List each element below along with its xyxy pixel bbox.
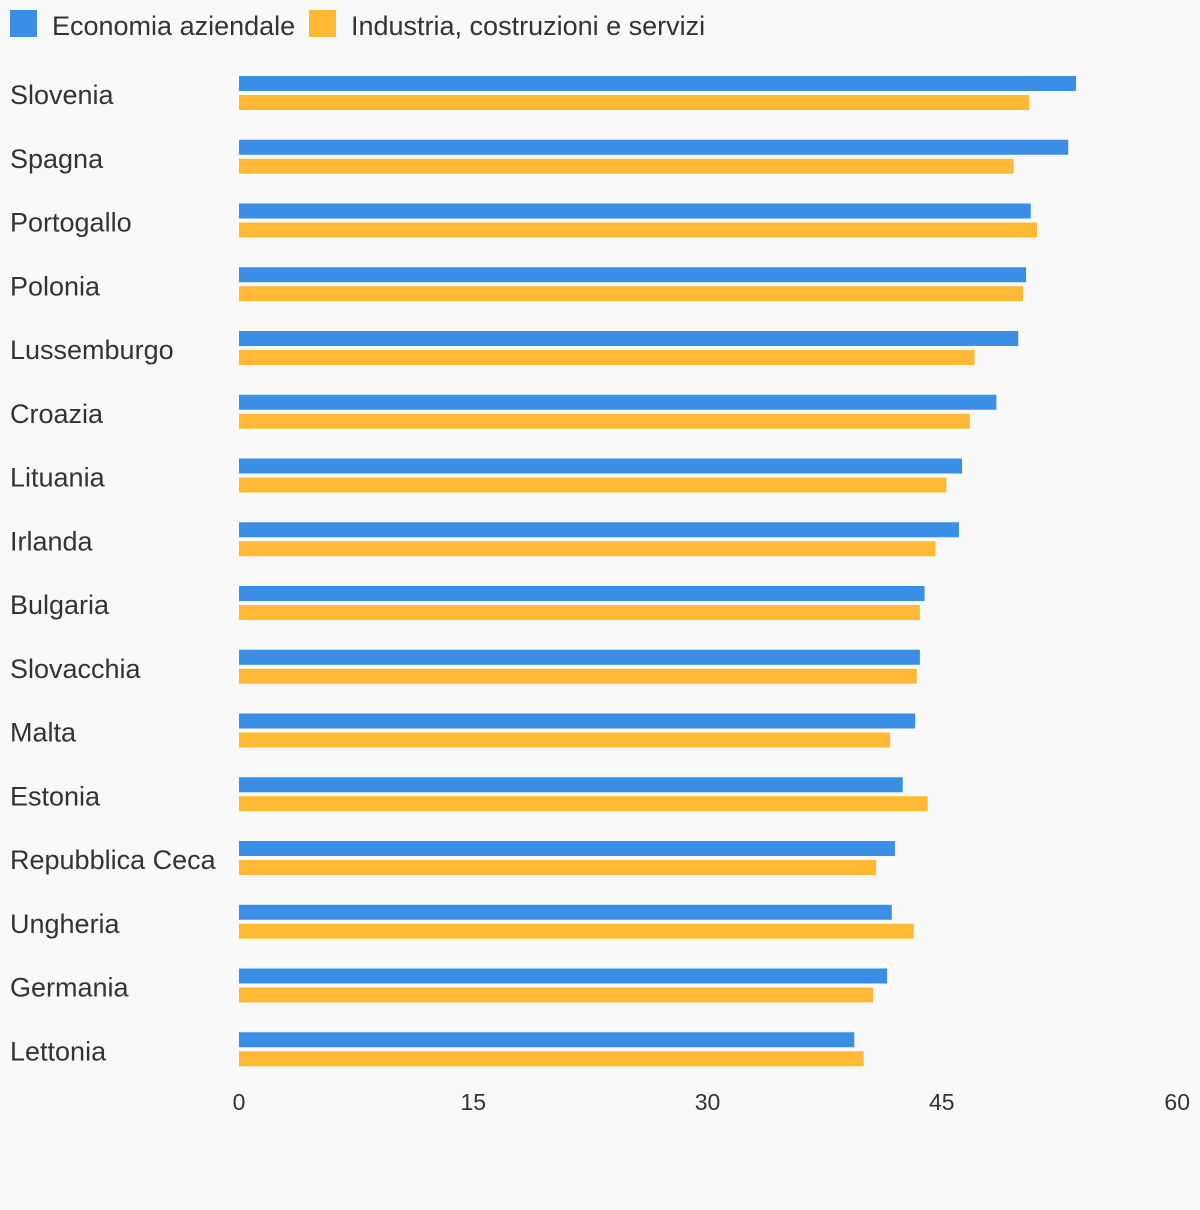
legend-swatch-0 <box>10 10 37 37</box>
bar-industria-costruzioni-servizi <box>239 95 1030 110</box>
x-axis-ticks: 0 15 30 45 60 <box>233 1089 1190 1115</box>
x-tick-label: 30 <box>695 1089 721 1115</box>
category-label: Malta <box>10 718 77 748</box>
bar-industria-costruzioni-servizi <box>239 860 877 875</box>
x-tick-label: 45 <box>929 1089 955 1115</box>
category-label: Polonia <box>10 271 101 301</box>
x-tick-label: 60 <box>1164 1089 1190 1115</box>
bar-economia-aziendale <box>239 139 1069 155</box>
bar-economia-aziendale <box>239 649 920 665</box>
bar-economia-aziendale <box>239 394 997 410</box>
bar-industria-costruzioni-servizi <box>239 222 1038 238</box>
legend-label-1: Industria, costruzioni e servizi <box>351 11 705 41</box>
bar-economia-aziendale <box>239 1032 855 1048</box>
bar-economia-aziendale <box>239 968 888 984</box>
category-label: Irlanda <box>10 526 94 556</box>
bar-industria-costruzioni-servizi <box>239 541 936 557</box>
category-label: Slovacchia <box>10 654 142 684</box>
bar-economia-aziendale <box>239 522 959 538</box>
bar-economia-aziendale <box>239 777 903 793</box>
legend-label-0: Economia aziendale <box>52 11 295 41</box>
bar-industria-costruzioni-servizi <box>239 732 891 748</box>
bar-economia-aziendale <box>239 76 1077 91</box>
bar-industria-costruzioni-servizi <box>239 350 975 365</box>
category-label: Estonia <box>10 781 101 811</box>
bar-economia-aziendale <box>239 331 1019 346</box>
bar-economia-aziendale <box>239 203 1031 219</box>
bar-industria-costruzioni-servizi <box>239 413 970 429</box>
bar-industria-costruzioni-servizi <box>239 605 920 620</box>
bar-economia-aziendale <box>239 841 895 856</box>
x-tick-label: 15 <box>460 1089 486 1115</box>
legend: Economia aziendale Industria, costruzioni… <box>10 10 705 41</box>
category-label: Lettonia <box>10 1036 107 1066</box>
bar-industria-costruzioni-servizi <box>239 158 1014 174</box>
category-label: Spagna <box>10 144 104 174</box>
category-label: Repubblica Ceca <box>10 845 217 875</box>
category-label: Bulgaria <box>10 590 110 620</box>
bars <box>239 76 1077 1067</box>
bar-economia-aziendale <box>239 713 916 729</box>
category-label: Croazia <box>10 399 104 429</box>
bar-industria-costruzioni-servizi <box>239 1051 864 1067</box>
bar-industria-costruzioni-servizi <box>239 923 914 939</box>
bar-industria-costruzioni-servizi <box>239 987 874 1003</box>
bar-industria-costruzioni-servizi <box>239 668 917 684</box>
bar-economia-aziendale <box>239 904 892 920</box>
bar-industria-costruzioni-servizi <box>239 477 947 493</box>
legend-swatch-1 <box>309 10 336 37</box>
x-tick-label: 0 <box>233 1089 246 1115</box>
bar-industria-costruzioni-servizi <box>239 286 1023 302</box>
bar-economia-aziendale <box>239 586 925 601</box>
category-labels: Slovenia Spagna Portogallo Polonia Lussembur… <box>10 80 217 1066</box>
bar-economia-aziendale <box>239 458 963 474</box>
bar-economia-aziendale <box>239 267 1027 283</box>
category-label: Lituania <box>10 463 106 493</box>
bar-industria-costruzioni-servizi <box>239 796 928 812</box>
category-label: Portogallo <box>10 208 132 238</box>
category-label: Slovenia <box>10 80 115 110</box>
category-label: Ungheria <box>10 909 121 939</box>
category-label: Lussemburgo <box>10 335 174 365</box>
category-label: Germania <box>10 973 130 1003</box>
